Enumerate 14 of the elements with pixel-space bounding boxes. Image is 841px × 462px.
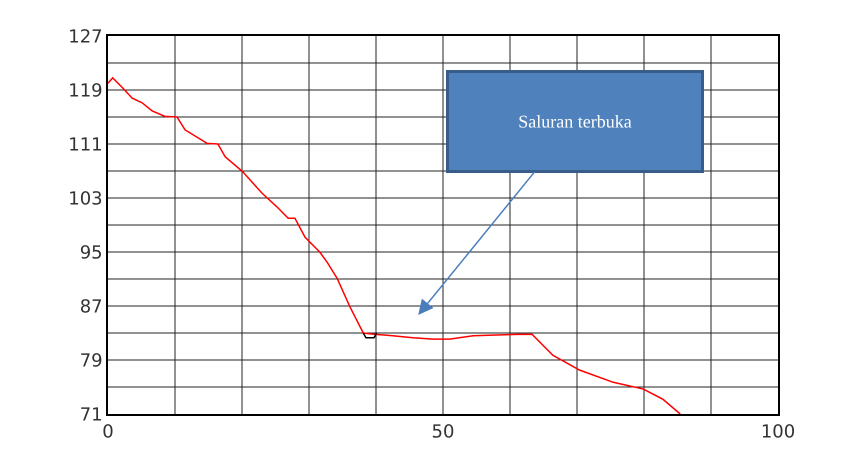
y-tick-label: 87: [80, 296, 103, 318]
y-tick-label: 127: [68, 26, 103, 48]
x-tick-label: 0: [102, 421, 114, 442]
x-tick-label: 100: [760, 421, 796, 442]
y-tick-label: 95: [80, 242, 103, 264]
line-series: [108, 77, 681, 414]
y-tick-label: 111: [68, 134, 103, 156]
y-tick-label: 79: [80, 350, 103, 372]
x-tick-label: 50: [432, 421, 454, 442]
annotation: Saluran terbuka: [518, 112, 632, 132]
y-tick-label: 119: [68, 80, 103, 102]
callout-box: Saluran terbuka: [418, 70, 704, 316]
y-tick-label: 103: [68, 188, 103, 210]
y-tick-label: 71: [80, 404, 103, 426]
